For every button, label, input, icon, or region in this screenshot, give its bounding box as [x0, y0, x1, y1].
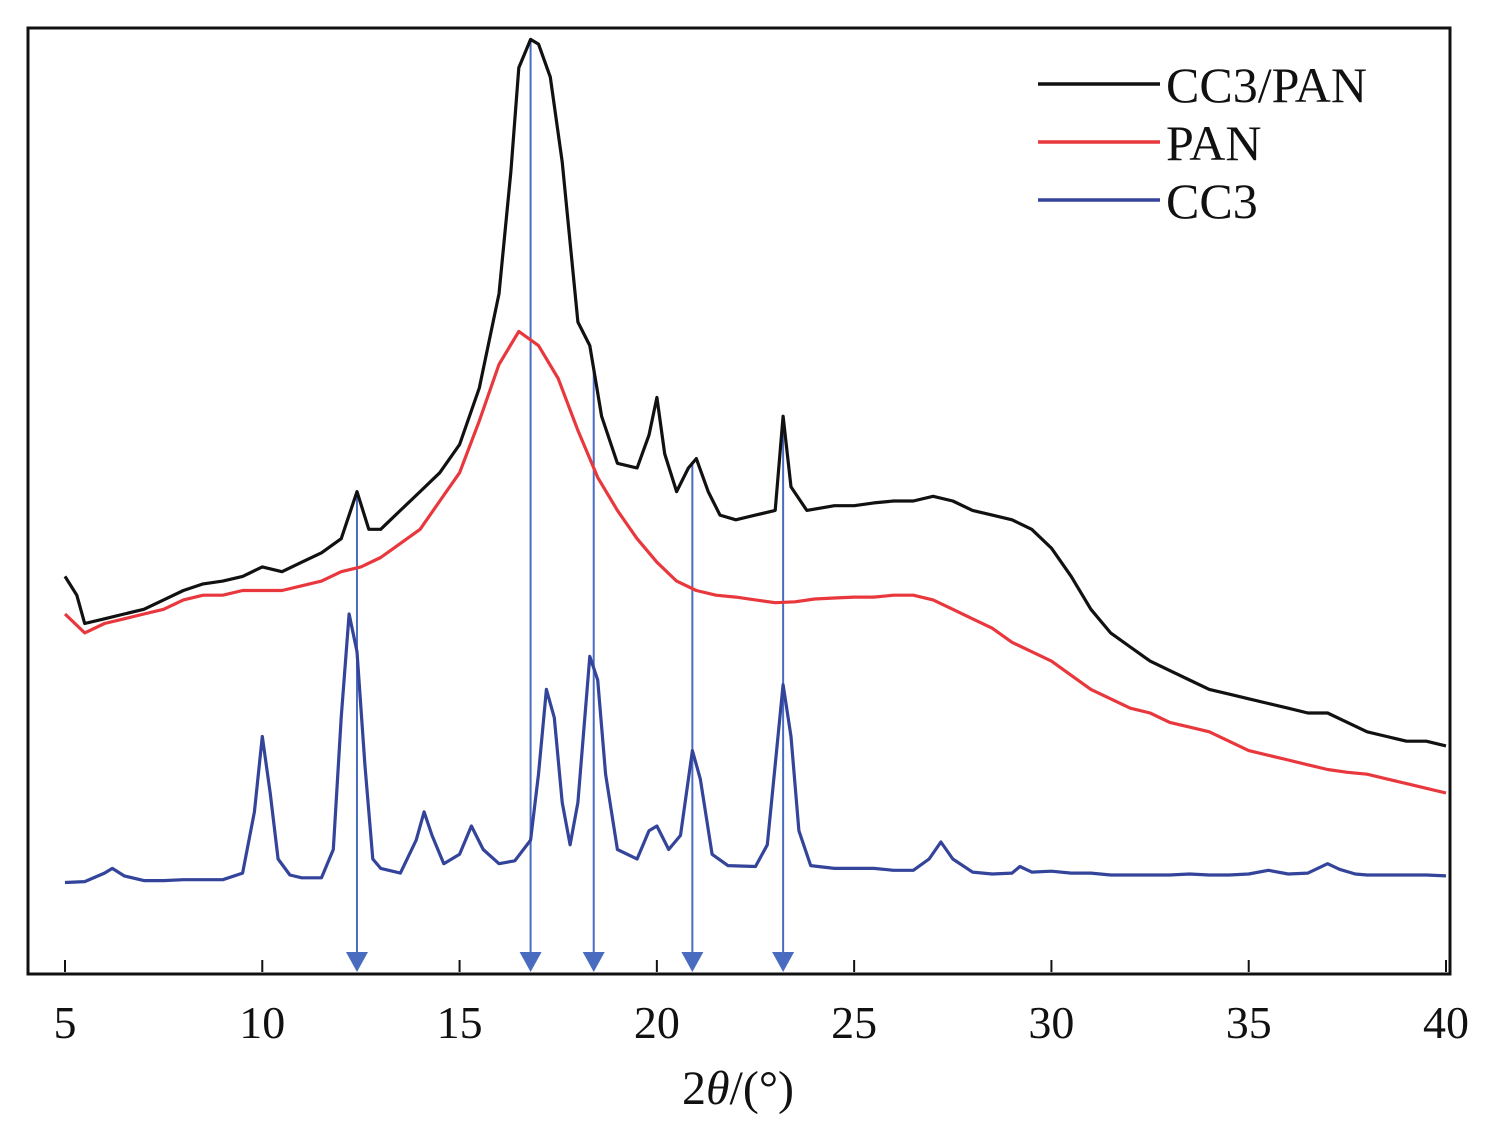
x-tick-label: 15: [437, 997, 483, 1048]
peak-arrow-head: [772, 952, 795, 972]
peak-arrows: [345, 39, 795, 972]
x-tick-label: 35: [1226, 997, 1272, 1048]
x-axis-title: 2θ/(°): [682, 1062, 794, 1115]
x-axis-ticks: 5 10 15 20 25 30 35 40: [54, 960, 1469, 1048]
peak-arrow-head: [519, 952, 542, 972]
x-tick-label: 40: [1423, 997, 1469, 1048]
x-tick-label: 5: [54, 997, 77, 1048]
series-group: [63, 37, 1447, 885]
legend-label: CC3/PAN: [1166, 57, 1367, 113]
peak-arrow-head: [345, 952, 368, 972]
x-tick-label: 10: [239, 997, 285, 1048]
x-tick-label: 30: [1028, 997, 1074, 1048]
plot-frame: [26, 26, 1452, 976]
series-line-cc3: [64, 612, 1447, 885]
peak-arrow-head: [681, 952, 704, 972]
x-tick-label: 20: [634, 997, 680, 1048]
x-tick-label: 25: [831, 997, 877, 1048]
series-line-cc3-pan: [63, 37, 1447, 748]
legend-label: PAN: [1166, 115, 1261, 171]
series-line-pan: [63, 329, 1447, 795]
peak-arrow-head: [582, 952, 605, 972]
legend-label: CC3: [1166, 173, 1258, 229]
